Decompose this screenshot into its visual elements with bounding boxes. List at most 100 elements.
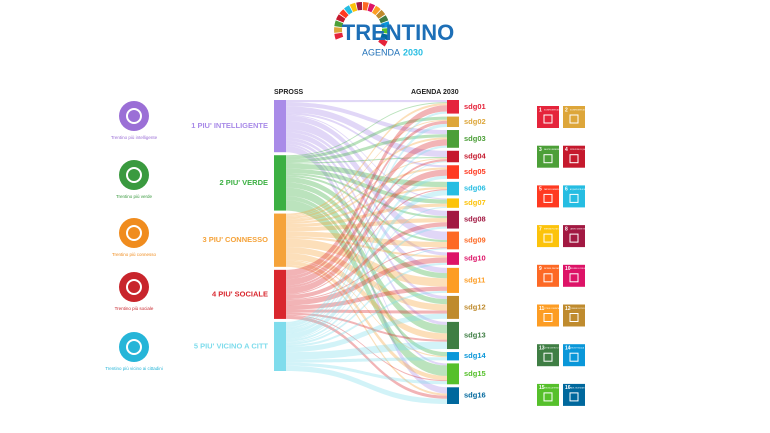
sdg-icon-title: CONSUMO E PRODUZIONE RESPONSABILI (570, 307, 604, 310)
target-label: sdg09 (464, 235, 486, 244)
logo-segment (379, 15, 389, 24)
flow (286, 123, 447, 328)
target-label: sdg07 (464, 198, 486, 207)
icon-caption: Trentino più vicino ai cittadini (105, 366, 163, 371)
logo-segment (367, 3, 376, 13)
column-header: SPROSS (274, 89, 304, 96)
logo-segment (381, 21, 390, 28)
flow (286, 248, 447, 343)
source-node (274, 269, 286, 319)
target-node (447, 116, 459, 128)
sdg-icon-number: 1 (539, 107, 542, 113)
logo-segment (372, 5, 381, 16)
flow (286, 175, 447, 243)
target-label: sdg11 (464, 275, 485, 284)
icon-circle (119, 218, 149, 248)
sdg-icon (537, 145, 559, 168)
flow (286, 264, 447, 396)
flow (286, 157, 447, 164)
sdg-icon (563, 264, 585, 287)
flow (286, 105, 447, 277)
logo-segment (349, 2, 358, 12)
source-label: 3 PIU' CONNESSO (202, 235, 268, 244)
sdg-icon (537, 185, 559, 208)
sdg-icon-title: ACQUA PULITA E SERVIZI IGIENICO-SANITARI (570, 188, 605, 191)
target-node (447, 181, 459, 196)
sdg-icon-title: CITTÀ E COMUNITÀ SOSTENIBILI (544, 307, 570, 310)
sdg-icon-number: 16 (565, 385, 571, 391)
sdg-icon-glyph (543, 233, 553, 243)
sdg-icon-glyph (543, 193, 553, 203)
target-node (447, 210, 459, 229)
target-node (447, 198, 459, 208)
source-node (274, 100, 286, 153)
flow (286, 189, 447, 295)
sdg-icon-title: VITA SULLA TERRA (544, 386, 559, 389)
icon-glyph (126, 167, 142, 183)
flow (286, 341, 447, 360)
sdg-icon-title: IMPRESE, INNOVAZIONE E INFRASTRUTTURE (544, 267, 579, 270)
flow (286, 182, 447, 305)
target-label: sdg08 (464, 215, 486, 224)
sdg-icon-glyph (569, 273, 579, 283)
flow (286, 257, 447, 306)
flow (286, 111, 447, 325)
sdg-icon-number: 2 (565, 107, 568, 113)
flow (286, 120, 447, 240)
sdg-icon (563, 383, 585, 406)
sdg-icon-title: RIDURRE LE DISUGUAGLIANZE (570, 267, 594, 270)
sdg-icon-number: 14 (565, 346, 571, 352)
flow (286, 365, 447, 404)
flow (286, 362, 447, 385)
target-label: sdg02 (464, 117, 486, 126)
logo-segment (362, 2, 369, 11)
source-label: 4 PIU' SOCIALE (212, 289, 268, 298)
sdg-icon-number: 5 (539, 187, 542, 193)
flow (286, 206, 447, 340)
sdg-icon-title: ENERGIA PULITA E ACCESSIBILE (544, 228, 569, 231)
flow (286, 195, 447, 357)
sdg-icon-number: 13 (539, 346, 545, 352)
flow (286, 187, 447, 334)
flow (286, 218, 447, 232)
icon-circle (119, 272, 149, 302)
sdg-icon-title: SCONFIGGERE LA POVERTÀ (544, 108, 567, 111)
target-label: sdg01 (464, 102, 486, 111)
sdg-icon-glyph (569, 392, 579, 402)
links (286, 100, 447, 404)
flow (286, 161, 447, 331)
logo-segment (378, 38, 388, 47)
sdg-icon (537, 344, 559, 367)
flow (286, 158, 447, 220)
logo-segment (339, 9, 349, 19)
sdg-icon (537, 264, 559, 287)
sdg-icon (563, 225, 585, 248)
target-label: sdg12 (464, 302, 486, 311)
logo-segment (381, 28, 390, 34)
source-label: 2 PIU' VERDE (220, 178, 268, 187)
flow (286, 357, 447, 363)
flow (286, 172, 447, 219)
flow (286, 222, 447, 300)
sdg-icon-title: LAVORO DIGNITOSO E CRESCITA ECONOMICA (570, 228, 607, 231)
flow (286, 190, 447, 339)
sdg-icon-glyph (543, 154, 553, 164)
icon-glyph (126, 225, 142, 241)
logo-year: 2030 (403, 47, 423, 57)
flow (286, 102, 447, 157)
flow (286, 106, 447, 158)
flow (286, 100, 447, 103)
sdg-icon-glyph (569, 193, 579, 203)
target-node (447, 231, 459, 250)
flow (286, 112, 447, 168)
logo-segment (334, 20, 344, 28)
target-label: sdg03 (464, 134, 486, 143)
flow (286, 167, 447, 222)
sdg-icon-title: VITA SOTT'ACQUA (570, 347, 585, 350)
sdg-icon-glyph (569, 352, 579, 362)
icon-circle (119, 101, 149, 131)
icon-caption: Trentino più intelligente (111, 135, 158, 140)
flow (286, 103, 447, 216)
sdg-icon (563, 185, 585, 208)
target-node (447, 165, 459, 179)
